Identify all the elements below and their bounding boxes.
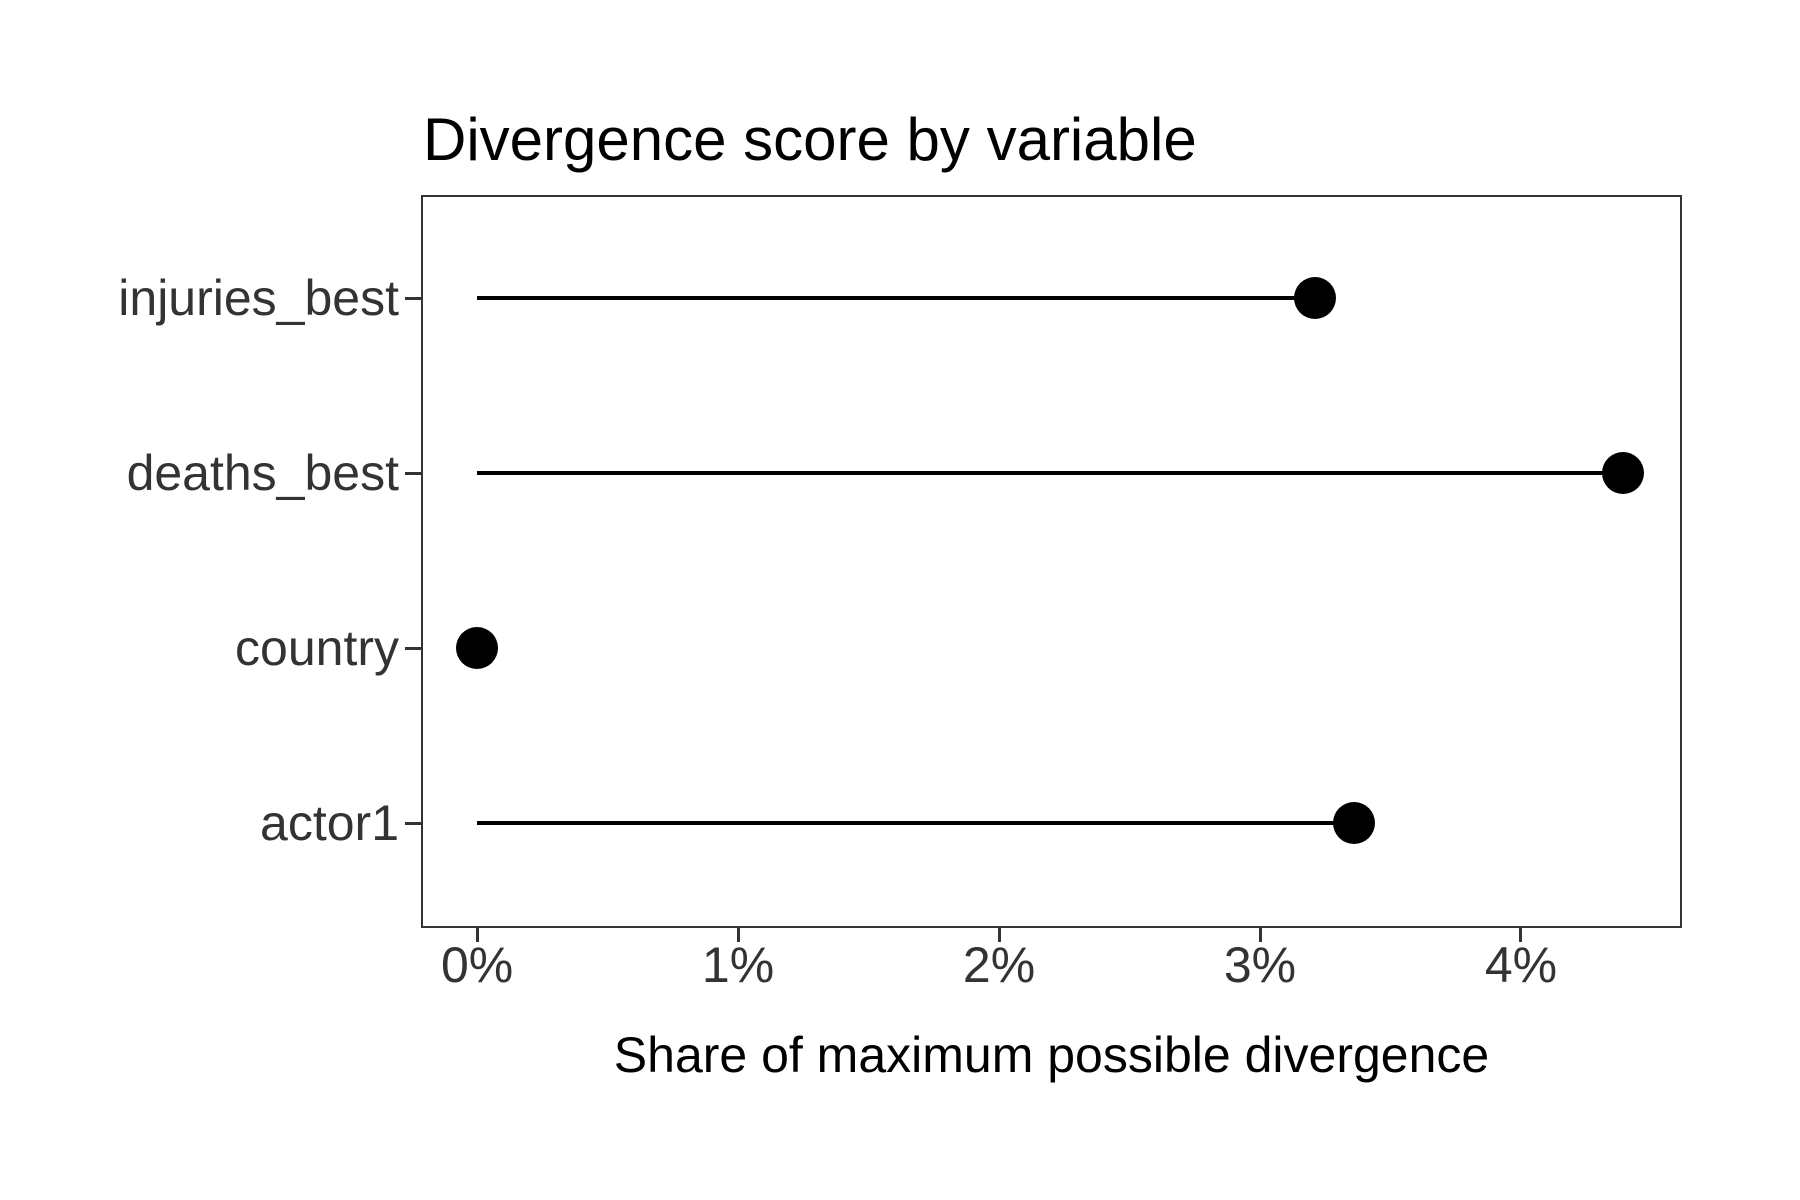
x-axis-tick-mark — [1258, 928, 1262, 942]
lollipop-dot — [1332, 802, 1375, 844]
y-axis-tick-mark — [405, 821, 421, 825]
plot-panel — [421, 195, 1682, 928]
x-axis-title: Share of maximum possible divergence — [613, 1027, 1490, 1083]
lollipop-stem — [477, 471, 1623, 475]
x-axis-tick-label: 2% — [962, 937, 1036, 993]
y-axis-category-label: country — [235, 620, 399, 676]
y-axis-category-label: injuries_best — [118, 270, 399, 326]
y-axis-category-label: deaths_best — [126, 445, 399, 501]
x-axis-tick-mark — [736, 928, 740, 942]
lollipop-stem — [477, 821, 1354, 825]
x-axis-tick-label: 1% — [701, 937, 775, 993]
lollipop-stem — [477, 296, 1315, 300]
x-axis-tick-label: 4% — [1484, 937, 1558, 993]
y-axis-tick-mark — [405, 296, 421, 300]
y-axis-tick-mark — [405, 471, 421, 475]
y-axis-tick-mark — [405, 646, 421, 650]
lollipop-dot — [1293, 277, 1336, 319]
x-axis-tick-label: 0% — [440, 937, 514, 993]
lollipop-dot — [456, 627, 499, 669]
x-axis-tick-mark — [475, 928, 479, 942]
chart-title: Divergence score by variable — [423, 106, 1197, 173]
x-axis-tick-mark — [1519, 928, 1523, 942]
y-axis-category-label: actor1 — [260, 795, 399, 851]
x-axis-tick-mark — [997, 928, 1001, 942]
x-axis-tick-label: 3% — [1223, 937, 1297, 993]
lollipop-dot — [1601, 452, 1644, 494]
